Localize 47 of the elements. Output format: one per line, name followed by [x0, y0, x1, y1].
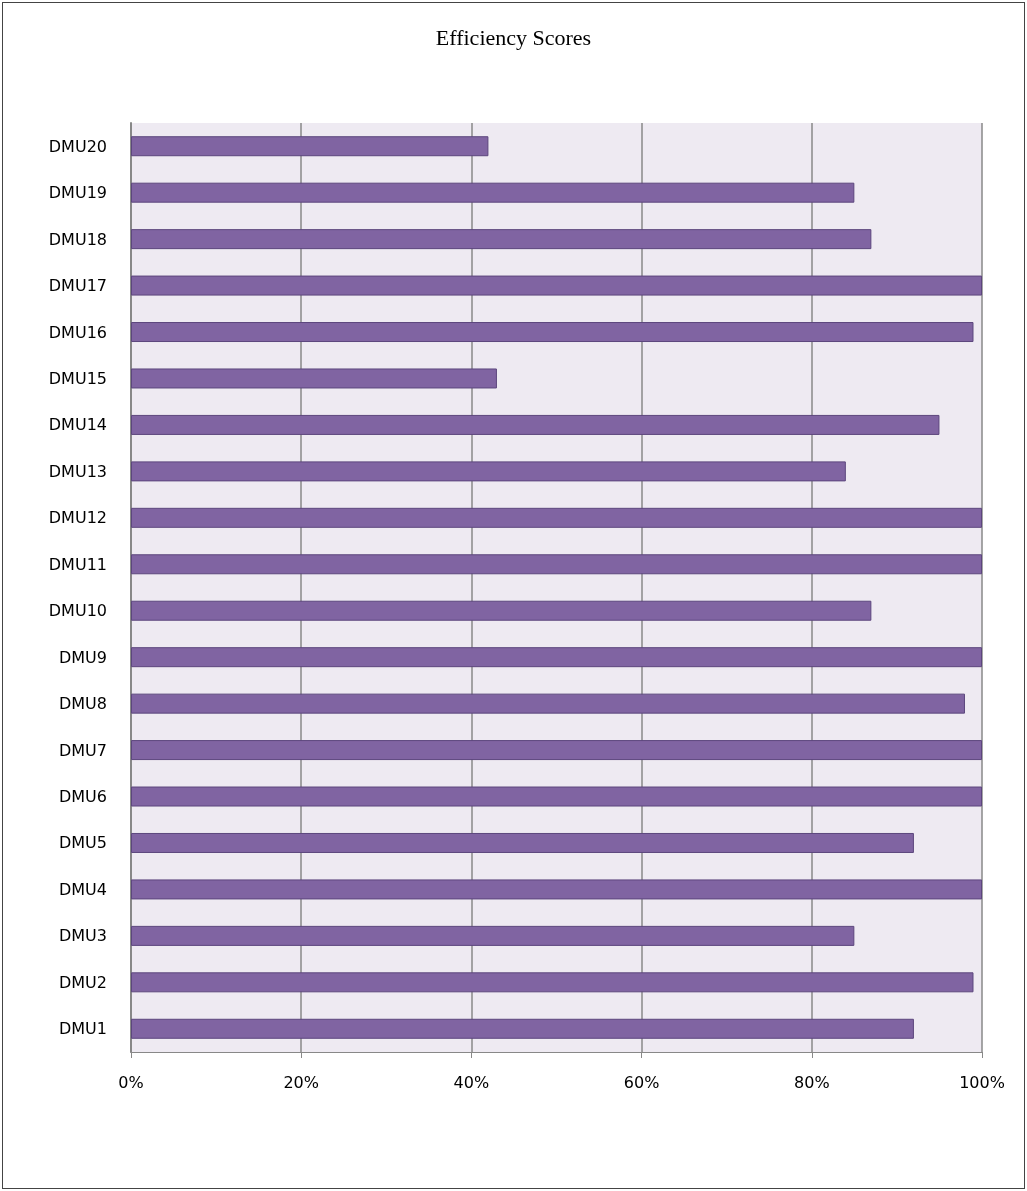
bar: [131, 879, 982, 900]
bar: [131, 414, 940, 435]
y-tick-label: DMU8: [58, 694, 107, 714]
y-tick-label: DMU4: [58, 879, 107, 899]
bar: [131, 229, 872, 250]
y-tick-label: DMU7: [58, 740, 107, 760]
bar: [131, 1018, 914, 1039]
x-tick-label: 0%: [118, 1072, 144, 1092]
x-tick-label: 60%: [623, 1072, 660, 1092]
bar: [131, 322, 974, 343]
y-tick-label: DMU17: [48, 276, 107, 296]
y-tick-label: DMU14: [48, 415, 107, 435]
y-tick-label: DMU16: [48, 322, 107, 342]
y-tick-label: DMU20: [48, 136, 107, 156]
bar: [131, 461, 846, 482]
y-tick-label: DMU19: [48, 183, 107, 203]
bar: [131, 600, 872, 621]
y-tick-label: DMU15: [48, 368, 107, 388]
y-tick-label: DMU2: [58, 972, 107, 992]
chart-title: Efficiency Scores: [435, 24, 592, 50]
x-tick-label: 100%: [959, 1072, 1005, 1092]
y-tick-label: DMU9: [58, 647, 107, 667]
bar: [131, 786, 982, 807]
y-tick-label: DMU5: [58, 833, 107, 853]
y-tick-label: DMU13: [48, 461, 107, 481]
bar: [131, 182, 855, 203]
bar: [131, 832, 914, 853]
bar: [131, 368, 497, 389]
bar: [131, 136, 489, 157]
x-tick-label: 80%: [794, 1072, 830, 1092]
bar: [131, 647, 982, 668]
y-tick-label: DMU10: [48, 601, 107, 621]
bar: [131, 925, 855, 946]
y-tick-label: DMU3: [58, 926, 107, 946]
x-tick-label: 20%: [283, 1072, 319, 1092]
y-tick-label: DMU18: [48, 229, 107, 249]
y-tick-label: DMU11: [48, 554, 107, 574]
y-tick-label: DMU12: [48, 508, 107, 528]
bar: [131, 275, 982, 296]
bar: [131, 740, 982, 761]
bar: [131, 554, 982, 575]
x-tick-label: 40%: [453, 1072, 490, 1092]
bar: [131, 507, 982, 528]
bar: [131, 693, 965, 714]
y-tick-label: DMU1: [58, 1019, 107, 1039]
bar: [131, 972, 974, 993]
y-tick-label: DMU6: [58, 787, 107, 807]
